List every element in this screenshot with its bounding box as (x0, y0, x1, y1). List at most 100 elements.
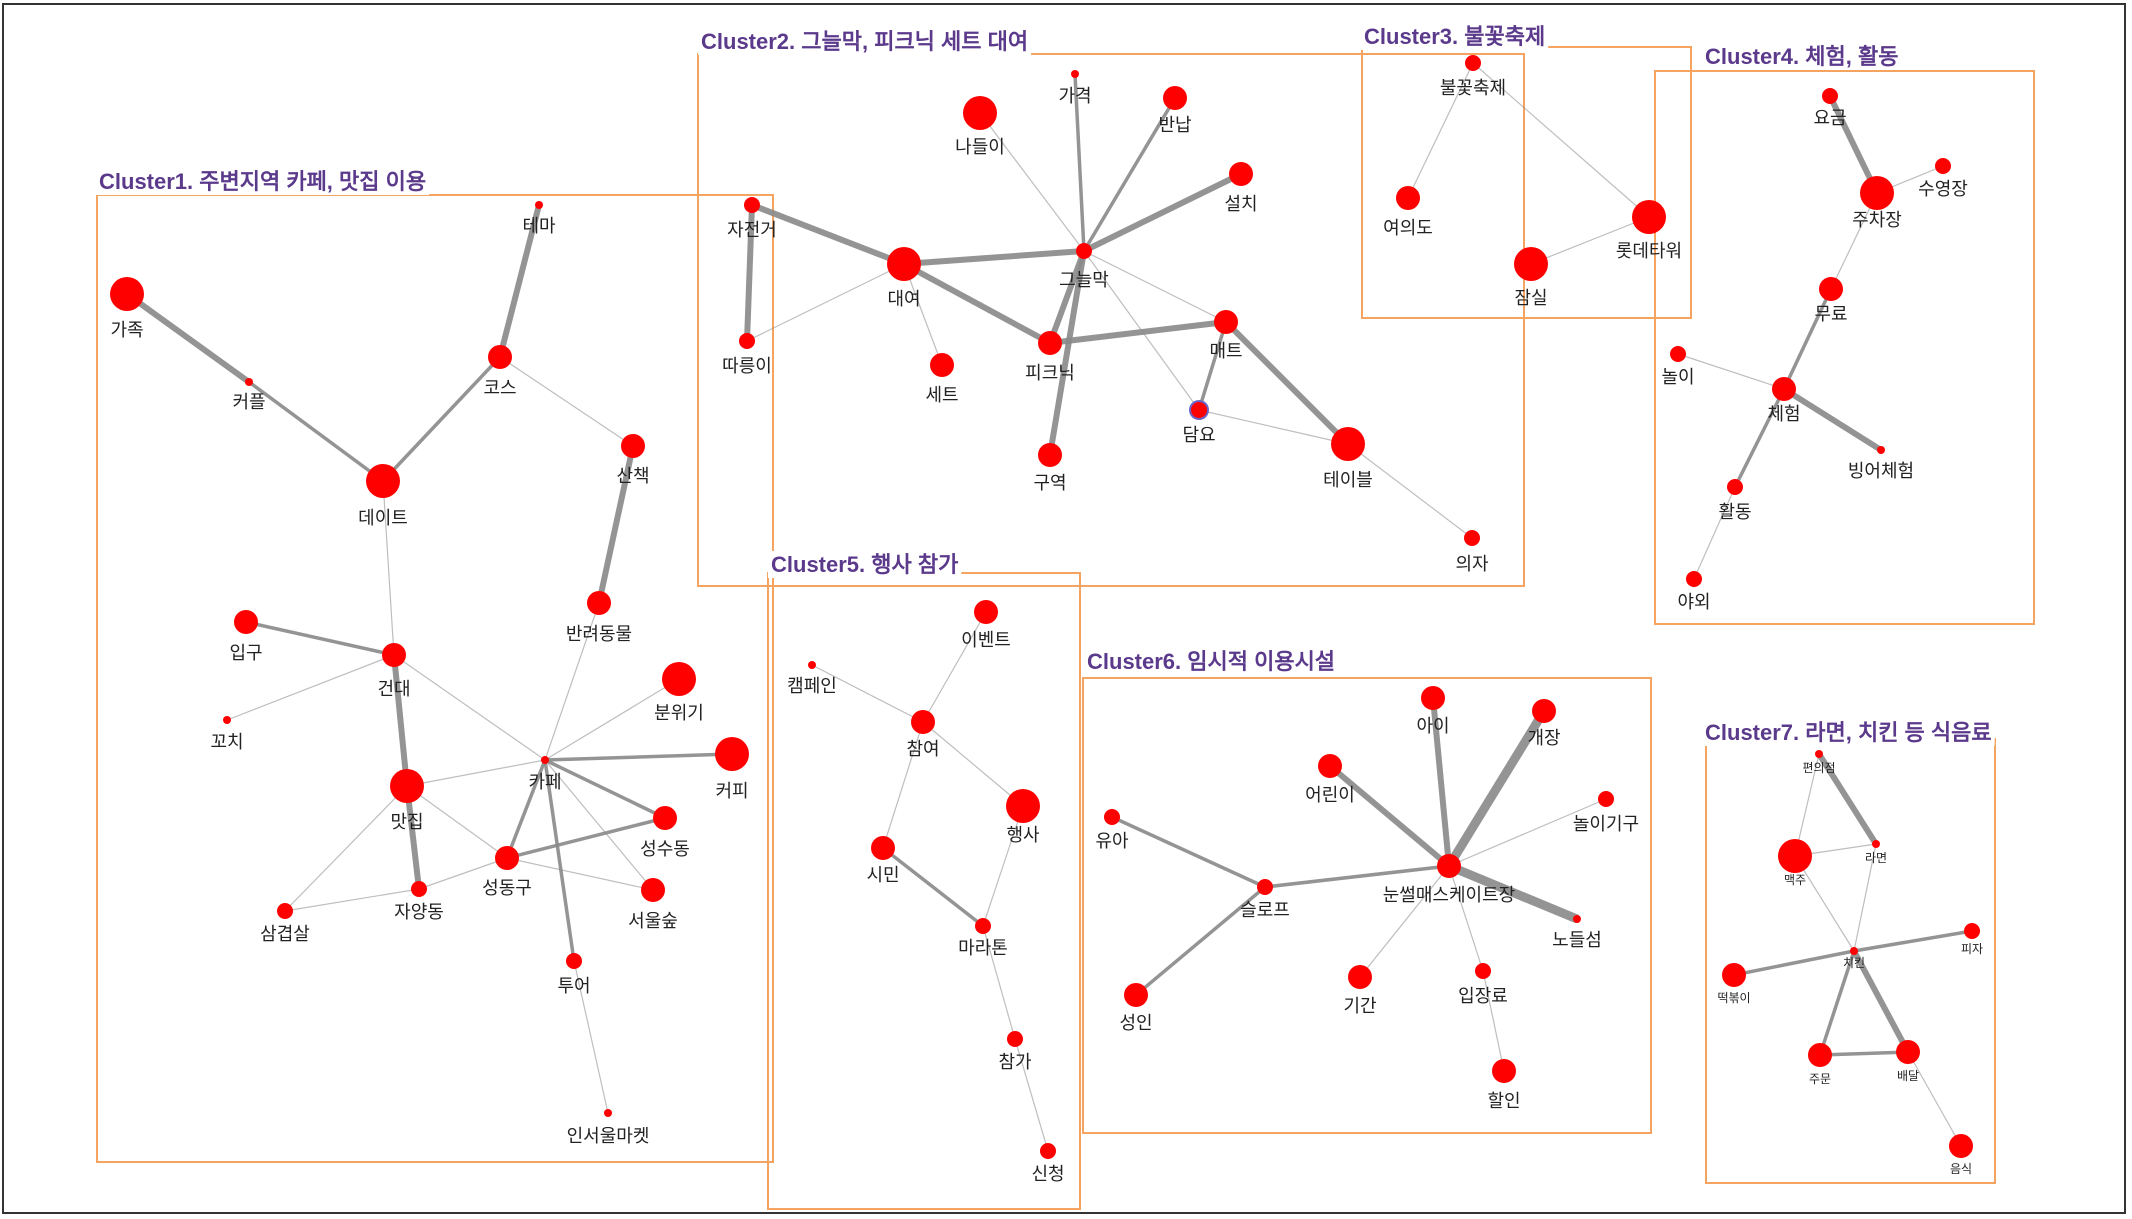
node-label-n7_chicken: 치킨 (1843, 956, 1865, 970)
node-n6_period (1348, 965, 1372, 989)
node-label-n1_date: 데이트 (358, 508, 408, 529)
node-label-n7_order: 주문 (1809, 1072, 1831, 1086)
edge-n1_cafe-n1_tour (543, 759, 576, 962)
node-label-n6_nodeul: 노들섬 (1552, 930, 1602, 951)
node-label-n6_period: 기간 (1343, 996, 1376, 1017)
node-n4_play (1670, 346, 1686, 362)
node-label-n4_pool: 수영장 (1918, 179, 1968, 200)
edge-n4_experience-n4_fishing (1782, 386, 1883, 453)
edge-n1_entrance-n1_kondae (245, 620, 395, 657)
edge-n7_chicken-n7_order (1818, 950, 1856, 1056)
edge-n1_restaurant-n1_seongdonggu (406, 785, 508, 859)
edge-n2_shade-n2_mat (1083, 250, 1227, 323)
node-n7_beer (1778, 839, 1812, 873)
edge-n2_mat-n2_blanket (1197, 321, 1228, 411)
node-label-n1_entrance: 입구 (229, 643, 262, 664)
node-n7_food (1949, 1134, 1973, 1158)
node-label-n5_citizen: 시민 (866, 865, 899, 886)
node-label-n1_porkbelly: 삼겹살 (260, 924, 310, 945)
node-n4_pool (1935, 158, 1951, 174)
node-label-n7_tteokbokki: 떡볶이 (1717, 991, 1750, 1005)
edge-n7_delivery-n7_food (1907, 1051, 1962, 1147)
node-label-n6_slope: 슬로프 (1240, 900, 1290, 921)
node-n1_seongdonggu (495, 846, 519, 870)
edge-n1_cafe-n1_seongdonggu (505, 759, 547, 859)
edge-n1_couple-n1_date (247, 380, 385, 483)
edge-n1_mood-n1_cafe (544, 678, 680, 761)
cluster-title-bg-c7 (1702, 719, 1995, 746)
cluster-boxes: Cluster1. 주변지역 카페, 맛집 이용 Cluster2. 그늘막, 피… (96, 23, 2035, 1210)
edge-n1_porkbelly-n1_jayangdong (284, 888, 420, 912)
node-label-n4_fishing: 빙어체험 (1848, 461, 1914, 482)
node-n2_shade (1076, 243, 1092, 259)
node-n2_mat (1214, 310, 1238, 334)
node-label-n2_rental: 대여 (887, 289, 920, 310)
edge-n1_restaurant-n1_porkbelly (284, 785, 408, 912)
edge-n6_slope-n6_snowsled (1264, 864, 1450, 889)
cluster-title-c4: Cluster4. 체험, 활동 (1705, 44, 1898, 69)
edge-n2_rental-n2_shade (903, 248, 1085, 267)
node-n2_picnic (1038, 331, 1062, 355)
node-label-n1_couple: 커플 (232, 392, 265, 413)
edge-n5_campaign-n5_participation (811, 664, 924, 723)
node-n1_skewer (223, 716, 231, 724)
edge-n4_parking-n4_free (1830, 192, 1878, 290)
node-n2_zone (1038, 443, 1062, 467)
node-label-n6_adult: 성인 (1119, 1013, 1152, 1034)
node-label-n1_cafe: 카페 (528, 772, 561, 793)
node-label-n5_campaign: 캠페인 (787, 676, 837, 697)
edge-n7_chicken-n7_delivery (1851, 949, 1911, 1054)
node-n6_adult (1124, 983, 1148, 1007)
node-label-n7_delivery: 배달 (1897, 1069, 1919, 1083)
node-n2_set (930, 353, 954, 377)
node-n1_market (604, 1109, 612, 1117)
edge-n2_install-n2_shade (1082, 171, 1243, 254)
edge-n1_kondae-n1_restaurant (391, 654, 410, 787)
edge-n1_coffee-n1_cafe (544, 752, 733, 762)
edge-n1_cafe-n1_seoulforest (544, 759, 654, 891)
node-n7_order (1808, 1043, 1832, 1067)
edge-n6_snowsled-n6_nodeul (1447, 861, 1579, 924)
edge-n1_cafe-n1_restaurant (406, 759, 546, 787)
node-n1_tour (566, 953, 582, 969)
node-n1_cafe (541, 756, 549, 764)
node-label-n2_table: 테이블 (1323, 470, 1373, 491)
edge-n2_blanket-n2_table (1198, 409, 1349, 445)
node-label-n1_skewer: 꼬치 (210, 732, 243, 753)
edge-n6_toddler-n6_slope (1111, 815, 1266, 889)
node-label-n7_food: 음식 (1950, 1162, 1972, 1176)
node-label-n4_parking: 주차장 (1852, 210, 1902, 231)
edge-n1_restaurant-n1_jayangdong (404, 785, 422, 890)
edge-n2_rental-n2_picnic (902, 261, 1052, 346)
node-n4_outdoor (1686, 571, 1702, 587)
edge-n4_free-n4_experience (1782, 288, 1833, 390)
edge-n1_jayangdong-n1_seongdonggu (418, 857, 508, 890)
edge-n3_fireworks-n3_yeouido (1407, 62, 1474, 199)
edge-n7_convenience-n7_ramen (1816, 752, 1879, 846)
node-n6_discount (1492, 1059, 1516, 1083)
node-n1_couple (245, 378, 253, 386)
node-n1_jayangdong (411, 881, 427, 897)
node-label-n6_toddler: 유아 (1095, 831, 1129, 852)
node-label-n2_tandem: 따릉이 (722, 356, 772, 377)
node-n5_participation (911, 710, 935, 734)
node-n7_convenience (1815, 750, 1823, 758)
node-n5_marathon (975, 918, 991, 934)
edge-n7_convenience-n7_beer (1794, 753, 1820, 857)
node-n3_jamsil (1514, 247, 1548, 281)
node-label-n4_activity: 활동 (1718, 502, 1751, 523)
node-label-n2_return: 반납 (1158, 115, 1191, 136)
edge-n6_slope-n6_adult (1134, 885, 1267, 997)
node-label-n1_seongdonggu: 성동구 (482, 878, 532, 899)
node-n1_entrance (234, 610, 258, 634)
node-label-n5_event: 이벤트 (961, 630, 1011, 651)
edge-n2_picnic-n2_mat (1049, 319, 1227, 346)
node-n1_kondae (382, 643, 406, 667)
edge-n2_rental-n2_set (903, 263, 943, 366)
cluster-box-c2 (697, 53, 1525, 587)
node-label-n6_snowsled: 눈썰매스케이트장 (1383, 885, 1515, 906)
node-n1_coffee (715, 737, 749, 771)
node-n1_porkbelly (277, 903, 293, 919)
edge-n6_snowsled-n6_period (1359, 865, 1450, 978)
